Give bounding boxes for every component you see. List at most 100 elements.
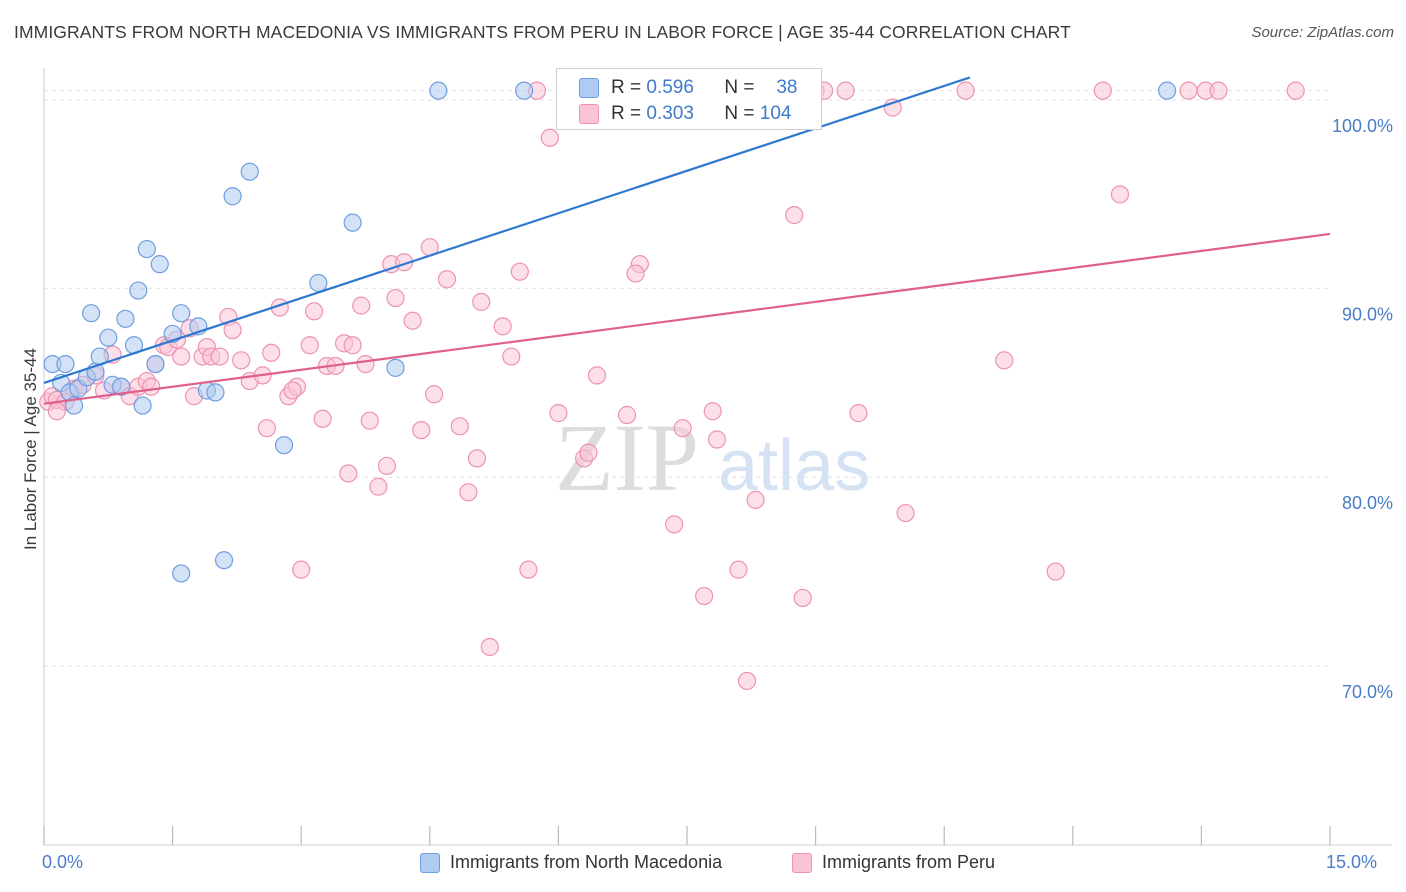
data-point — [142, 377, 161, 396]
data-point — [240, 162, 259, 181]
y-tick-label: 100.0% — [1332, 116, 1393, 136]
data-point — [493, 317, 512, 336]
data-point — [129, 281, 148, 300]
r-label: R = — [611, 103, 642, 124]
n-label: N = — [724, 77, 755, 98]
stats-swatch-blue — [579, 78, 599, 98]
data-point — [785, 206, 804, 225]
y-tick-label: 70.0% — [1342, 682, 1393, 702]
y-axis-label: In Labor Force | Age 35-44 — [21, 348, 40, 550]
data-point — [300, 336, 319, 355]
data-point — [47, 402, 66, 421]
data-point — [480, 637, 499, 657]
source-credit: Source: ZipAtlas.com — [1251, 24, 1394, 41]
data-point — [309, 273, 328, 293]
data-point — [707, 430, 727, 449]
r-value: 0.596 — [646, 77, 694, 98]
data-point — [472, 292, 491, 311]
n-value: 104 — [759, 103, 792, 124]
data-point — [1093, 81, 1112, 100]
stats-swatch-pink — [579, 104, 599, 124]
n-label: N = — [724, 103, 755, 124]
data-point — [519, 560, 538, 579]
data-point — [737, 671, 757, 691]
data-point — [459, 483, 478, 502]
data-point — [56, 354, 75, 374]
data-point — [665, 515, 684, 534]
legend-swatch-blue — [420, 852, 440, 873]
data-point — [232, 351, 251, 370]
stats-row-peru: R = 0.303 N = 104 — [579, 103, 791, 125]
data-point — [515, 81, 534, 100]
data-point — [587, 366, 607, 385]
data-point — [1209, 81, 1228, 100]
r-value: 0.303 — [646, 103, 694, 124]
data-point — [467, 449, 487, 468]
data-point — [283, 381, 302, 400]
data-point — [386, 288, 405, 308]
data-point — [1179, 81, 1198, 100]
x-tick-label-max: 15.0% — [1326, 852, 1378, 872]
data-point — [343, 336, 362, 355]
data-point — [836, 81, 855, 100]
n-value: 38 — [776, 77, 798, 98]
data-point — [257, 419, 277, 438]
data-point — [99, 328, 118, 347]
y-tick-labels: 70.0% 80.0% 90.0% 100.0% — [1332, 116, 1393, 702]
data-point — [223, 187, 242, 206]
data-point — [502, 347, 521, 366]
data-point — [450, 417, 469, 436]
data-point — [304, 302, 324, 321]
data-point — [729, 560, 748, 579]
data-point — [896, 503, 915, 523]
data-point — [339, 464, 358, 483]
data-point — [82, 304, 101, 323]
legend-item-peru[interactable]: Immigrants from Peru — [792, 852, 995, 873]
data-point — [437, 270, 457, 289]
data-point — [172, 304, 191, 323]
data-point — [369, 477, 388, 496]
stats-row-north-macedonia: R = 0.596 N = 38 — [579, 77, 797, 99]
data-point — [214, 551, 234, 570]
data-point — [262, 343, 281, 362]
data-point — [377, 456, 397, 476]
data-point — [695, 586, 714, 606]
data-point — [579, 443, 598, 462]
axes — [43, 68, 1392, 846]
data-point — [1046, 562, 1065, 581]
data-point — [617, 405, 637, 425]
data-point — [352, 296, 371, 315]
data-point — [403, 311, 422, 330]
peru-points — [39, 81, 1305, 691]
data-point — [849, 404, 868, 423]
legend-label-peru: Immigrants from Peru — [822, 852, 996, 872]
data-point — [146, 354, 165, 374]
data-point — [313, 409, 332, 428]
data-point — [223, 321, 242, 340]
data-point — [673, 419, 692, 438]
data-point — [1110, 185, 1130, 204]
data-point — [703, 402, 722, 421]
legend-item-north-macedonia[interactable]: Immigrants from North Macedonia — [420, 852, 722, 873]
data-point — [343, 213, 362, 232]
data-point — [1158, 81, 1177, 100]
legend-label-north-macedonia: Immigrants from North Macedonia — [450, 852, 723, 872]
trend-line-peru — [43, 232, 1331, 405]
data-point — [133, 396, 152, 415]
y-tick-label: 80.0% — [1342, 493, 1393, 513]
trend-line-north-macedonia — [43, 76, 971, 384]
data-point — [116, 309, 135, 328]
data-point — [746, 490, 765, 509]
data-point — [137, 239, 156, 259]
watermark-atlas: atlas — [718, 426, 870, 506]
data-point — [292, 560, 311, 579]
data-point — [356, 354, 375, 374]
data-point — [274, 436, 294, 455]
stats-legend: R = 0.596 N = 38 R = 0.303 N = 104 — [556, 68, 822, 130]
data-point — [995, 351, 1014, 370]
r-label: R = — [611, 77, 642, 98]
data-point — [424, 385, 444, 404]
x-tick-label-min: 0.0% — [42, 852, 84, 872]
data-point — [172, 347, 191, 366]
